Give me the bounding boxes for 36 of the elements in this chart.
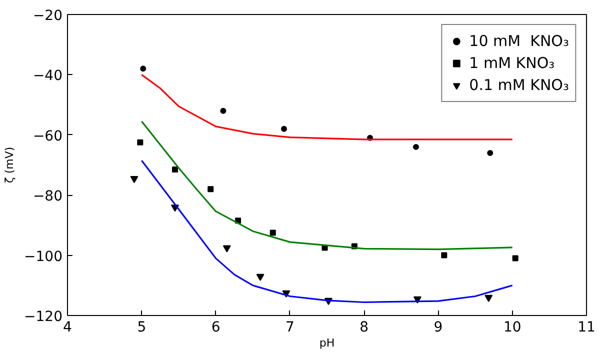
point (220, 108, 226, 114)
y-tick-label: −20 (32, 8, 62, 24)
y-tick-label: −100 (24, 248, 62, 265)
y-axis-title: ζ (mV) (3, 146, 16, 184)
legend-label: 1 mM KNO₃ (469, 54, 555, 72)
x-tick-label: 6 (211, 320, 220, 336)
point (270, 230, 276, 236)
point (280, 126, 287, 132)
x-tick-label: 11 (578, 320, 596, 336)
point (441, 252, 448, 258)
point (484, 294, 493, 302)
legend-label: 10 mM KNO₃ (469, 32, 569, 50)
x-tick-label: 8 (360, 320, 369, 336)
y-tick-label: −120 (24, 309, 62, 325)
line-series (140, 160, 514, 304)
x-tick-label: 7 (285, 320, 294, 336)
point (256, 274, 264, 281)
legend-label: 0.1 mM KNO₃ (469, 76, 569, 94)
x-tick-label: 5 (137, 320, 146, 336)
point (172, 166, 178, 173)
point (130, 176, 138, 184)
point (512, 255, 518, 262)
y-tick-label: −40 (32, 68, 62, 84)
x-tick-label: 10 (503, 320, 522, 336)
point (208, 186, 214, 192)
x-axis-title: pH (319, 336, 335, 350)
y-tick-label: −80 (32, 188, 62, 205)
y-tick-label: −60 (32, 128, 62, 144)
point (412, 144, 419, 150)
point (487, 150, 494, 156)
x-tick-label: 4 (63, 320, 72, 336)
line-series (140, 120, 514, 250)
point (222, 245, 231, 252)
x-tick-label: 9 (434, 320, 443, 336)
point (137, 139, 144, 146)
point (140, 66, 146, 72)
